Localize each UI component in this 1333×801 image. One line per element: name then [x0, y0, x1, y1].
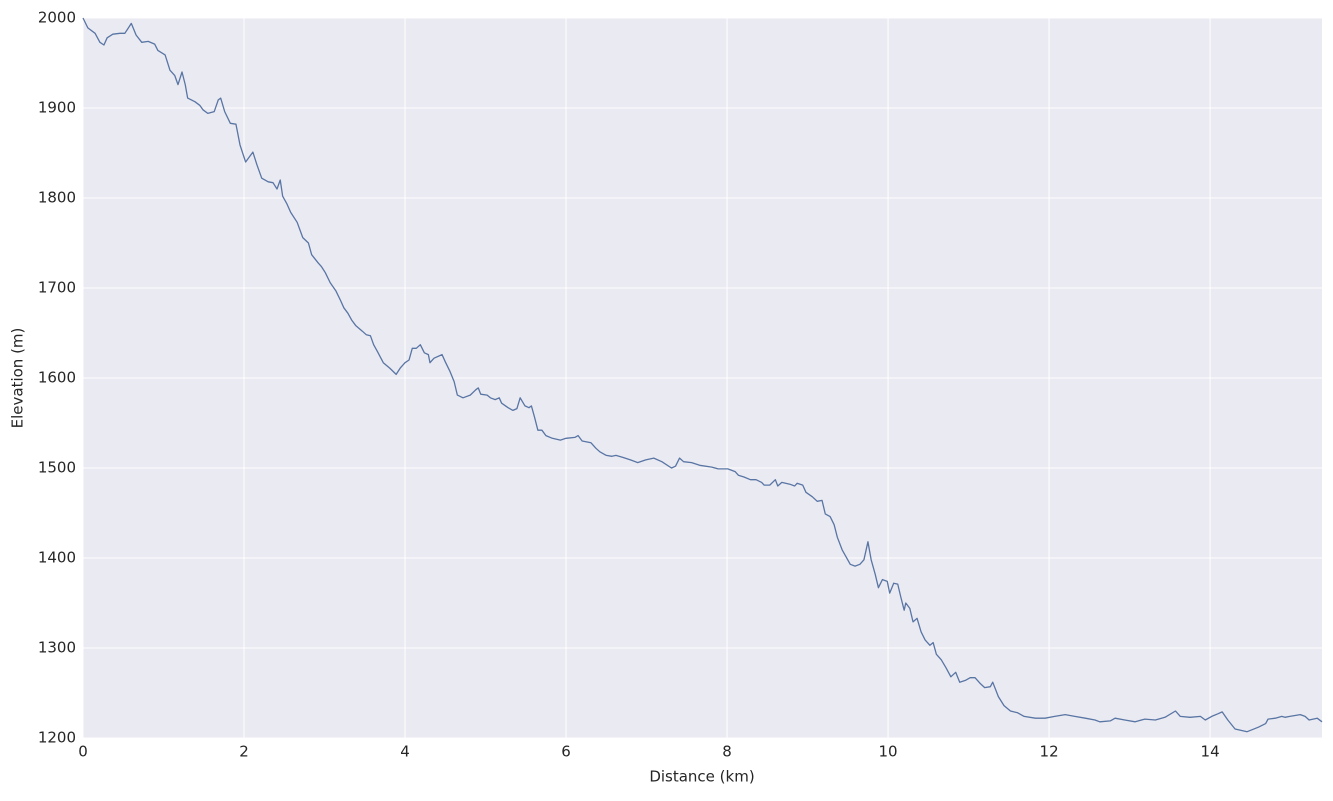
elevation-line — [82, 17, 1323, 733]
y-tick-label: 1500 — [38, 459, 76, 477]
x-tick-label: 2 — [239, 743, 249, 761]
x-tick-label: 14 — [1201, 743, 1220, 761]
x-axis-label: Distance (km) — [649, 768, 754, 786]
y-tick-label: 2000 — [38, 9, 76, 27]
x-tick-label: 10 — [879, 743, 898, 761]
y-tick-label: 1400 — [38, 549, 76, 567]
y-tick-label: 1300 — [38, 639, 76, 657]
y-axis-label: Elevation (m) — [9, 328, 27, 429]
x-tick-label: 8 — [722, 743, 732, 761]
y-tick-label: 1200 — [38, 729, 76, 747]
y-tick-label: 1900 — [38, 99, 76, 117]
y-tick-label: 1800 — [38, 189, 76, 207]
y-tick-label: 1600 — [38, 369, 76, 387]
x-tick-label: 12 — [1040, 743, 1059, 761]
y-tick-label: 1700 — [38, 279, 76, 297]
x-tick-label: 6 — [561, 743, 571, 761]
x-tick-label: 4 — [400, 743, 410, 761]
x-tick-label: 0 — [78, 743, 88, 761]
